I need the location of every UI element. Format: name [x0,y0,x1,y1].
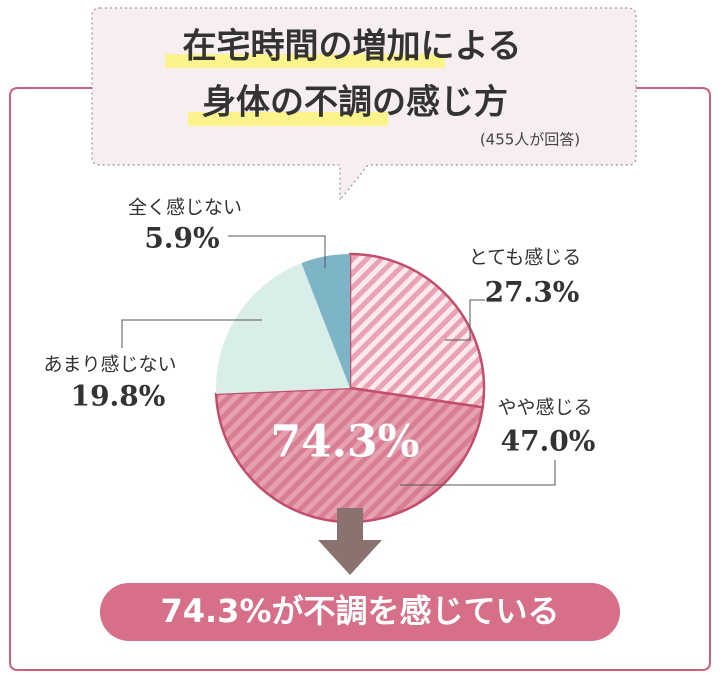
category-label: やや感じる [497,397,592,419]
combined-label: 74.3% [271,417,420,468]
value-label: 27.3% [485,276,580,309]
value-label: 47.0% [501,425,596,458]
category-label: とても感じる [469,247,581,269]
leader-line [445,299,485,341]
category-label: あまり感じない [43,354,176,376]
arrow [318,508,382,575]
pie-slice [216,263,350,394]
highlight [165,54,445,68]
summary-text: 74.3%が不調を感じている [160,592,559,630]
pie-slice [301,254,350,388]
summary-pill [100,583,620,641]
chart-title: 身体の不調の感じ方 [202,83,508,123]
chart-title: 在宅時間の増加による [183,27,522,67]
value-label: 5.9% [144,222,219,255]
leader-line [400,460,556,486]
category-label: 全く感じない [128,197,242,219]
pie-slice [348,252,486,409]
frame [9,87,711,671]
value-label: 19.8% [71,380,166,413]
highlight [188,112,388,126]
subtitle: (455人が回答) [480,131,580,149]
pie [214,252,486,524]
leader-line [121,319,262,348]
leader-line [228,235,326,268]
